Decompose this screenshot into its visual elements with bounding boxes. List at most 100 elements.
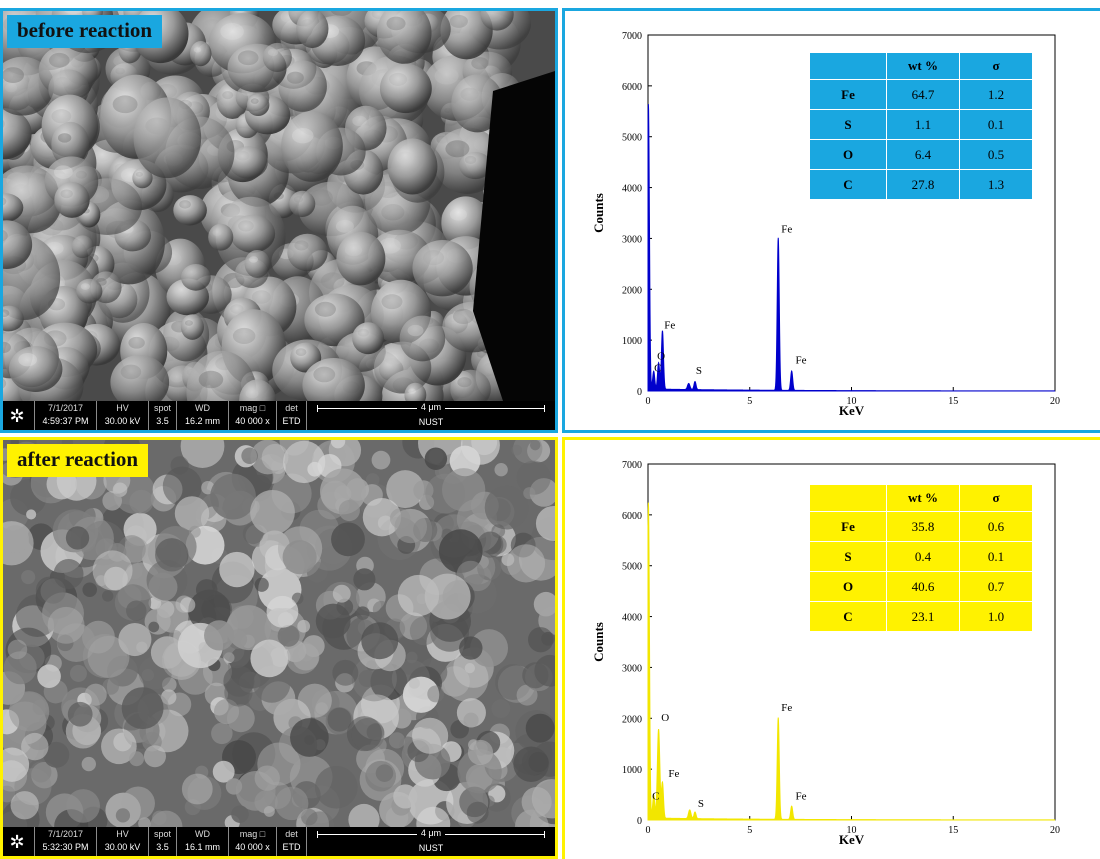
org-label: NUST bbox=[307, 843, 555, 853]
table-header-wt: wt % bbox=[887, 53, 960, 80]
table-header-wt: wt % bbox=[887, 485, 960, 512]
y-tick-label: 2000 bbox=[622, 714, 642, 725]
x-tick-label: 15 bbox=[948, 825, 958, 836]
scale-bar: 4 μm NUST bbox=[307, 827, 555, 856]
peak-annotation: S bbox=[698, 798, 704, 810]
peak-annotation: C bbox=[652, 791, 659, 803]
panel-label-after: after reaction bbox=[7, 444, 148, 477]
table-cell-wt: 35.8 bbox=[887, 512, 960, 542]
y-tick-label: 3000 bbox=[622, 234, 642, 245]
peak-annotation: Fe bbox=[796, 791, 807, 803]
table-cell-element: C bbox=[810, 170, 887, 200]
eds-chart-after: 0 1000 2000 3000 4000 5000 6000 7000 0 5 10 15 20 KeV… bbox=[562, 437, 1100, 859]
composition-table-after: wt % σ Fe 35.8 0.6 S 0.4 0.1 O 40.6 0.7 … bbox=[809, 484, 1033, 632]
y-axis-label: Counts bbox=[591, 622, 606, 662]
peak-annotation: S bbox=[696, 365, 702, 377]
table-cell-element: S bbox=[810, 542, 887, 572]
mag-label: mag □ bbox=[229, 829, 276, 839]
sem-image-after: after reaction ✲ 7/1/2017 5:32:30 PM HV 30… bbox=[0, 437, 558, 859]
x-tick-label: 5 bbox=[747, 825, 752, 836]
y-tick-label: 6000 bbox=[622, 82, 642, 93]
table-cell-wt: 23.1 bbox=[887, 602, 960, 632]
table-cell-sigma: 0.1 bbox=[960, 110, 1033, 140]
table-cell-sigma: 0.6 bbox=[960, 512, 1033, 542]
x-tick-label: 0 bbox=[646, 396, 651, 407]
peak-annotation: O bbox=[657, 350, 665, 362]
table-cell-wt: 27.8 bbox=[887, 170, 960, 200]
x-tick-label: 5 bbox=[747, 396, 752, 407]
date-value: 7/1/2017 bbox=[35, 403, 96, 413]
det-value: ETD bbox=[277, 842, 306, 852]
peak-annotation: C bbox=[654, 363, 661, 375]
table-cell-element: Fe bbox=[810, 512, 887, 542]
wd-value: 16.1 mm bbox=[177, 842, 228, 852]
hv-label: HV bbox=[97, 829, 148, 839]
time-value: 5:32:30 PM bbox=[35, 842, 96, 852]
table-cell-wt: 1.1 bbox=[887, 110, 960, 140]
sem-image-before: before reaction ✲ 7/1/2017 4:59:37 PM HV 3… bbox=[0, 8, 558, 433]
x-tick-label: 20 bbox=[1050, 396, 1060, 407]
date-value: 7/1/2017 bbox=[35, 829, 96, 839]
table-header-element bbox=[810, 53, 887, 80]
peak-annotation: Fe bbox=[664, 319, 675, 331]
wd-label: WD bbox=[177, 403, 228, 413]
det-value: ETD bbox=[277, 416, 306, 426]
table-cell-wt: 64.7 bbox=[887, 80, 960, 110]
peak-annotation: Fe bbox=[796, 355, 807, 367]
y-tick-label: 4000 bbox=[622, 184, 642, 195]
fei-logo-icon: ✲ bbox=[3, 401, 35, 430]
y-tick-label: 4000 bbox=[622, 613, 642, 624]
mag-label: mag □ bbox=[229, 403, 276, 413]
time-value: 4:59:37 PM bbox=[35, 416, 96, 426]
scale-value: 4 μm bbox=[417, 828, 445, 838]
scale-value: 4 μm bbox=[417, 402, 445, 412]
x-tick-label: 0 bbox=[646, 825, 651, 836]
y-tick-label: 5000 bbox=[622, 133, 642, 144]
peak-annotation: Fe bbox=[668, 768, 679, 780]
sem-micrograph-before bbox=[3, 11, 555, 401]
det-label: det bbox=[277, 829, 306, 839]
spot-value: 3.5 bbox=[149, 416, 176, 426]
sem-info-bar-after: ✲ 7/1/2017 5:32:30 PM HV 30.00 kV spot 3.5 … bbox=[3, 827, 555, 856]
wd-value: 16.2 mm bbox=[177, 416, 228, 426]
y-tick-label: 3000 bbox=[622, 663, 642, 674]
mag-value: 40 000 x bbox=[229, 842, 276, 852]
eds-chart-before: 0 1000 2000 3000 4000 5000 6000 7000 0 5 10 15 20 KeV… bbox=[562, 8, 1100, 433]
spot-label: spot bbox=[149, 403, 176, 413]
x-axis-label: KeV bbox=[839, 832, 865, 847]
det-label: det bbox=[277, 403, 306, 413]
y-tick-label: 6000 bbox=[622, 511, 642, 522]
table-cell-element: Fe bbox=[810, 80, 887, 110]
table-cell-sigma: 0.7 bbox=[960, 572, 1033, 602]
x-tick-label: 20 bbox=[1050, 825, 1060, 836]
fei-logo-icon: ✲ bbox=[3, 827, 35, 856]
org-label: NUST bbox=[307, 417, 555, 427]
table-cell-sigma: 0.1 bbox=[960, 542, 1033, 572]
table-cell-wt: 6.4 bbox=[887, 140, 960, 170]
spot-label: spot bbox=[149, 829, 176, 839]
y-tick-label: 7000 bbox=[622, 31, 642, 42]
y-tick-label: 2000 bbox=[622, 285, 642, 296]
table-cell-sigma: 0.5 bbox=[960, 140, 1033, 170]
table-cell-wt: 0.4 bbox=[887, 542, 960, 572]
table-cell-element: C bbox=[810, 602, 887, 632]
table-cell-element: S bbox=[810, 110, 887, 140]
y-tick-label: 1000 bbox=[622, 765, 642, 776]
y-axis-label: Counts bbox=[591, 193, 606, 233]
table-header-sigma: σ bbox=[960, 53, 1033, 80]
sem-info-bar-before: ✲ 7/1/2017 4:59:37 PM HV 30.00 kV spot 3.5 … bbox=[3, 401, 555, 430]
hv-label: HV bbox=[97, 403, 148, 413]
table-cell-wt: 40.6 bbox=[887, 572, 960, 602]
peak-annotation: Fe bbox=[781, 223, 792, 235]
hv-value: 30.00 kV bbox=[97, 842, 148, 852]
table-cell-element: O bbox=[810, 140, 887, 170]
y-tick-label: 5000 bbox=[622, 562, 642, 573]
sem-micrograph-after bbox=[3, 440, 555, 827]
x-tick-label: 15 bbox=[948, 396, 958, 407]
panel-label-before: before reaction bbox=[7, 15, 162, 48]
composition-table-before: wt % σ Fe 64.7 1.2 S 1.1 0.1 O 6.4 0.5 C… bbox=[809, 52, 1033, 200]
y-tick-label: 7000 bbox=[622, 460, 642, 471]
scale-bar: 4 μm NUST bbox=[307, 401, 555, 430]
mag-value: 40 000 x bbox=[229, 416, 276, 426]
spot-value: 3.5 bbox=[149, 842, 176, 852]
